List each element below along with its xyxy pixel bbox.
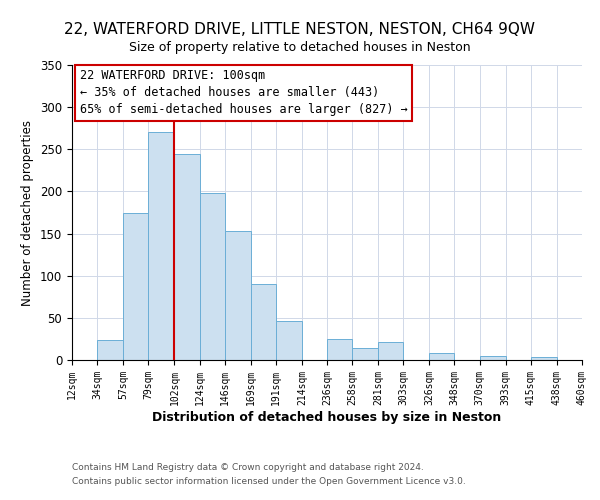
- X-axis label: Distribution of detached houses by size in Neston: Distribution of detached houses by size …: [152, 410, 502, 424]
- Text: Contains HM Land Registry data © Crown copyright and database right 2024.: Contains HM Land Registry data © Crown c…: [72, 464, 424, 472]
- Text: 22 WATERFORD DRIVE: 100sqm
← 35% of detached houses are smaller (443)
65% of sem: 22 WATERFORD DRIVE: 100sqm ← 35% of deta…: [80, 70, 407, 116]
- Bar: [378, 342, 403, 360]
- Bar: [175, 154, 199, 360]
- Bar: [531, 356, 557, 360]
- Bar: [251, 284, 276, 360]
- Bar: [148, 132, 175, 360]
- Text: 22, WATERFORD DRIVE, LITTLE NESTON, NESTON, CH64 9QW: 22, WATERFORD DRIVE, LITTLE NESTON, NEST…: [65, 22, 536, 38]
- Bar: [479, 356, 506, 360]
- Bar: [430, 354, 455, 360]
- Bar: [276, 321, 302, 360]
- Bar: [224, 231, 251, 360]
- Text: Size of property relative to detached houses in Neston: Size of property relative to detached ho…: [129, 41, 471, 54]
- Text: Contains public sector information licensed under the Open Government Licence v3: Contains public sector information licen…: [72, 477, 466, 486]
- Bar: [97, 340, 123, 360]
- Bar: [123, 212, 148, 360]
- Bar: [327, 339, 352, 360]
- Y-axis label: Number of detached properties: Number of detached properties: [22, 120, 34, 306]
- Bar: [352, 348, 378, 360]
- Bar: [199, 193, 224, 360]
